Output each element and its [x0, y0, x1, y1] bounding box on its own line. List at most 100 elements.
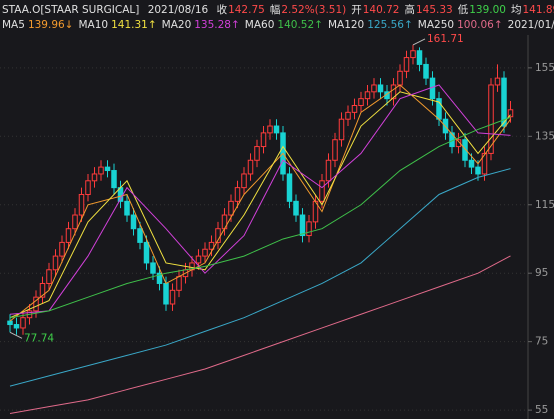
quote-label: 开 [351, 4, 362, 16]
candle-body [455, 139, 462, 148]
annotation: 161.71 [427, 33, 464, 45]
range-label: 2021/01/04-2021/08/16(156日) [507, 19, 554, 31]
candle-body [130, 214, 137, 230]
candle-body [208, 241, 215, 250]
candle-body [169, 289, 176, 305]
candle-body [20, 317, 26, 329]
quote-value: 141.89 [522, 4, 554, 16]
candle-body [507, 109, 514, 118]
candle-body [462, 139, 468, 161]
y-tick-label: 135 [535, 130, 554, 142]
candle-body [156, 272, 163, 284]
candle-body [273, 125, 280, 134]
candle-body [332, 139, 338, 161]
y-tick-label: 115 [535, 199, 554, 211]
legend-name: MA20 [161, 19, 192, 31]
candle-body [501, 77, 507, 127]
legend-value: 139.96↓ [27, 19, 74, 31]
ma-line [9, 116, 511, 319]
candle-body [59, 241, 65, 257]
legend-value: 141.31↑ [111, 19, 157, 31]
quote-label: 幅 [269, 4, 281, 16]
legend-value: 135.28↑ [194, 19, 240, 31]
candle-body [267, 125, 273, 134]
candle-body [52, 255, 59, 271]
ma-line [9, 91, 511, 319]
candle-body [234, 187, 241, 202]
y-tick-label: 75 [535, 336, 548, 348]
legend-value: 100.06↑ [457, 19, 503, 31]
candle-body [494, 77, 501, 86]
candle-body [468, 159, 475, 168]
candle-body [481, 152, 488, 175]
quote-value: 139.00 [469, 4, 506, 16]
candle-body [124, 200, 130, 216]
y-tick-label: 155 [535, 62, 554, 74]
candle-body [351, 105, 358, 113]
candle-body [143, 241, 150, 264]
candle-body [338, 118, 345, 141]
ma-line [9, 84, 511, 315]
y-tick-label: 95 [535, 267, 548, 279]
candle-body [65, 228, 72, 243]
candle-body [410, 50, 416, 59]
candle-body [98, 166, 104, 175]
candle-body [397, 70, 403, 86]
ma-row: MA5 139.96↓ MA10 141.31↑ MA20 135.28↑ MA60 140.… [2, 17, 554, 32]
candle-body [306, 221, 312, 237]
quote-label: 收 [216, 4, 228, 16]
legend-value: 125.56↑ [367, 19, 413, 31]
candle-body [260, 132, 267, 148]
quote-label: 高 [404, 4, 416, 16]
ma-line [9, 255, 511, 415]
quote-value: 140.72 [362, 4, 400, 16]
quote-value: 142.75 [228, 4, 265, 16]
quote-label: 均 [511, 4, 522, 16]
legend-name: MA60 [244, 19, 275, 31]
candle-body [299, 214, 306, 237]
candle-body [488, 84, 494, 154]
candle-body [423, 63, 429, 79]
candle-body [137, 228, 143, 243]
legend-name: MA120 [327, 19, 365, 31]
candle-body [241, 173, 247, 189]
date: 2021/08/16 [147, 4, 209, 16]
candle-body [325, 159, 332, 182]
candle-body [150, 262, 156, 274]
candle-body [364, 91, 371, 100]
annotation-leader [9, 331, 23, 339]
candle-body [371, 84, 377, 93]
candle-body [39, 282, 46, 298]
candle-body [195, 255, 202, 264]
quote-value: 145.33 [416, 4, 453, 16]
candle-body [475, 166, 481, 175]
legend-name: MA10 [78, 19, 109, 31]
candle-body [429, 77, 436, 100]
candle-body [46, 269, 52, 284]
legend-value: 140.52↑ [277, 19, 323, 31]
candle-body [33, 296, 39, 312]
candle-body [104, 166, 111, 172]
candle-body [85, 180, 91, 195]
candle-body [345, 111, 351, 120]
candle-body [403, 57, 410, 72]
candle-body [72, 214, 78, 230]
candle-body [111, 170, 117, 189]
candle-body [202, 248, 208, 257]
annotation: 77.74 [24, 332, 54, 344]
quote-value: 2.52%(3.51) [281, 4, 347, 16]
annotation-leader [412, 38, 426, 46]
legend-name: MA5 [2, 19, 25, 31]
ma-line [9, 84, 511, 322]
candle-body [377, 84, 384, 93]
candle-body [163, 282, 169, 305]
candle-body [254, 146, 260, 161]
candle-body [13, 324, 20, 329]
legend-name: MA250 [417, 19, 455, 31]
title: STAA.O[STAAR SURGICAL] [2, 4, 140, 16]
candle-body [78, 193, 85, 216]
candle-body [247, 159, 254, 175]
candle-body [228, 200, 234, 216]
ma-line [9, 168, 511, 387]
